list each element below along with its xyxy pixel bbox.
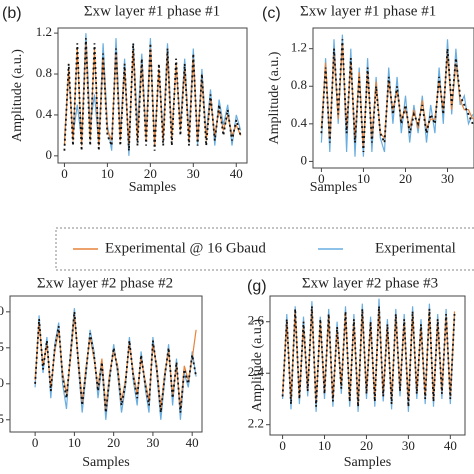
- x-tick-label: 20: [107, 435, 120, 450]
- y-tick-label: .0: [0, 303, 4, 318]
- series-line: [282, 308, 456, 405]
- series-line: [320, 34, 474, 157]
- y-tick-label: 0.4: [36, 106, 53, 121]
- panel-label: (c): [262, 5, 281, 22]
- x-axis-label: Samples: [129, 180, 176, 195]
- y-tick-label: 0.8: [291, 77, 307, 92]
- chart-title: Σxw layer #2 phase #2: [37, 275, 173, 291]
- panel-label: (g): [247, 278, 267, 295]
- panel-label: (b): [2, 5, 22, 22]
- x-tick-label: 10: [318, 438, 331, 453]
- plot-frame: [269, 295, 466, 436]
- x-tick-label: 10: [101, 166, 114, 181]
- series-line: [320, 39, 474, 153]
- chart-title: Σxw layer #2 phase #3: [302, 275, 438, 291]
- x-tick-label: 30: [402, 438, 415, 453]
- x-axis-label: Samples: [344, 455, 391, 470]
- y-tick-label: 1.2: [291, 40, 307, 55]
- x-tick-label: 10: [357, 171, 370, 186]
- series-line: [281, 306, 456, 407]
- y-tick-label: 1.2: [36, 24, 52, 39]
- chart-title: Σxw layer #1 phase #1: [84, 3, 220, 19]
- y-tick-label: .5: [0, 339, 4, 354]
- x-tick-label: 20: [399, 171, 412, 186]
- x-tick-label: 40: [444, 438, 457, 453]
- chart-title: Σxw layer #1 phase #1: [300, 3, 436, 19]
- y-tick-label: 0: [46, 147, 53, 162]
- x-axis-label: Samples: [82, 455, 129, 470]
- x-tick-label: 10: [68, 435, 81, 450]
- series-line: [34, 308, 197, 420]
- x-axis-label: Samples: [310, 180, 357, 195]
- y-tick-label: 2.6: [248, 313, 265, 328]
- legend-label: Experimental @ 16 Gbaud: [105, 240, 266, 256]
- y-tick-label: 0: [301, 152, 308, 167]
- series-line: [34, 311, 197, 413]
- legend-label: Experimental: [375, 240, 456, 256]
- y-tick-label: 2.2: [248, 416, 264, 431]
- x-tick-label: 20: [144, 166, 157, 181]
- x-tick-label: 20: [360, 438, 373, 453]
- y-tick-label: 2.4: [248, 364, 265, 379]
- y-axis-label: Amplitude (a.u.): [10, 49, 25, 142]
- y-tick-label: 0.8: [36, 65, 52, 80]
- x-tick-label: 0: [279, 438, 286, 453]
- x-tick-label: 30: [441, 171, 454, 186]
- x-tick-label: 0: [61, 166, 68, 181]
- y-axis-label: Amplitude (a.u.): [267, 51, 282, 144]
- y-axis-label: Amplitude (a.u.): [250, 319, 265, 412]
- plot-frame: [57, 27, 248, 164]
- y-tick-label: 0.4: [291, 115, 308, 130]
- x-tick-label: 0: [318, 171, 325, 186]
- x-tick-label: 30: [146, 435, 159, 450]
- x-tick-label: 40: [186, 435, 199, 450]
- y-tick-label: .5: [0, 411, 4, 426]
- plot-frame: [9, 295, 203, 433]
- x-tick-label: 30: [187, 166, 200, 181]
- x-tick-label: 0: [32, 435, 39, 450]
- plot-frame: [312, 27, 474, 169]
- x-tick-label: 40: [230, 166, 243, 181]
- y-tick-label: .0: [0, 375, 4, 390]
